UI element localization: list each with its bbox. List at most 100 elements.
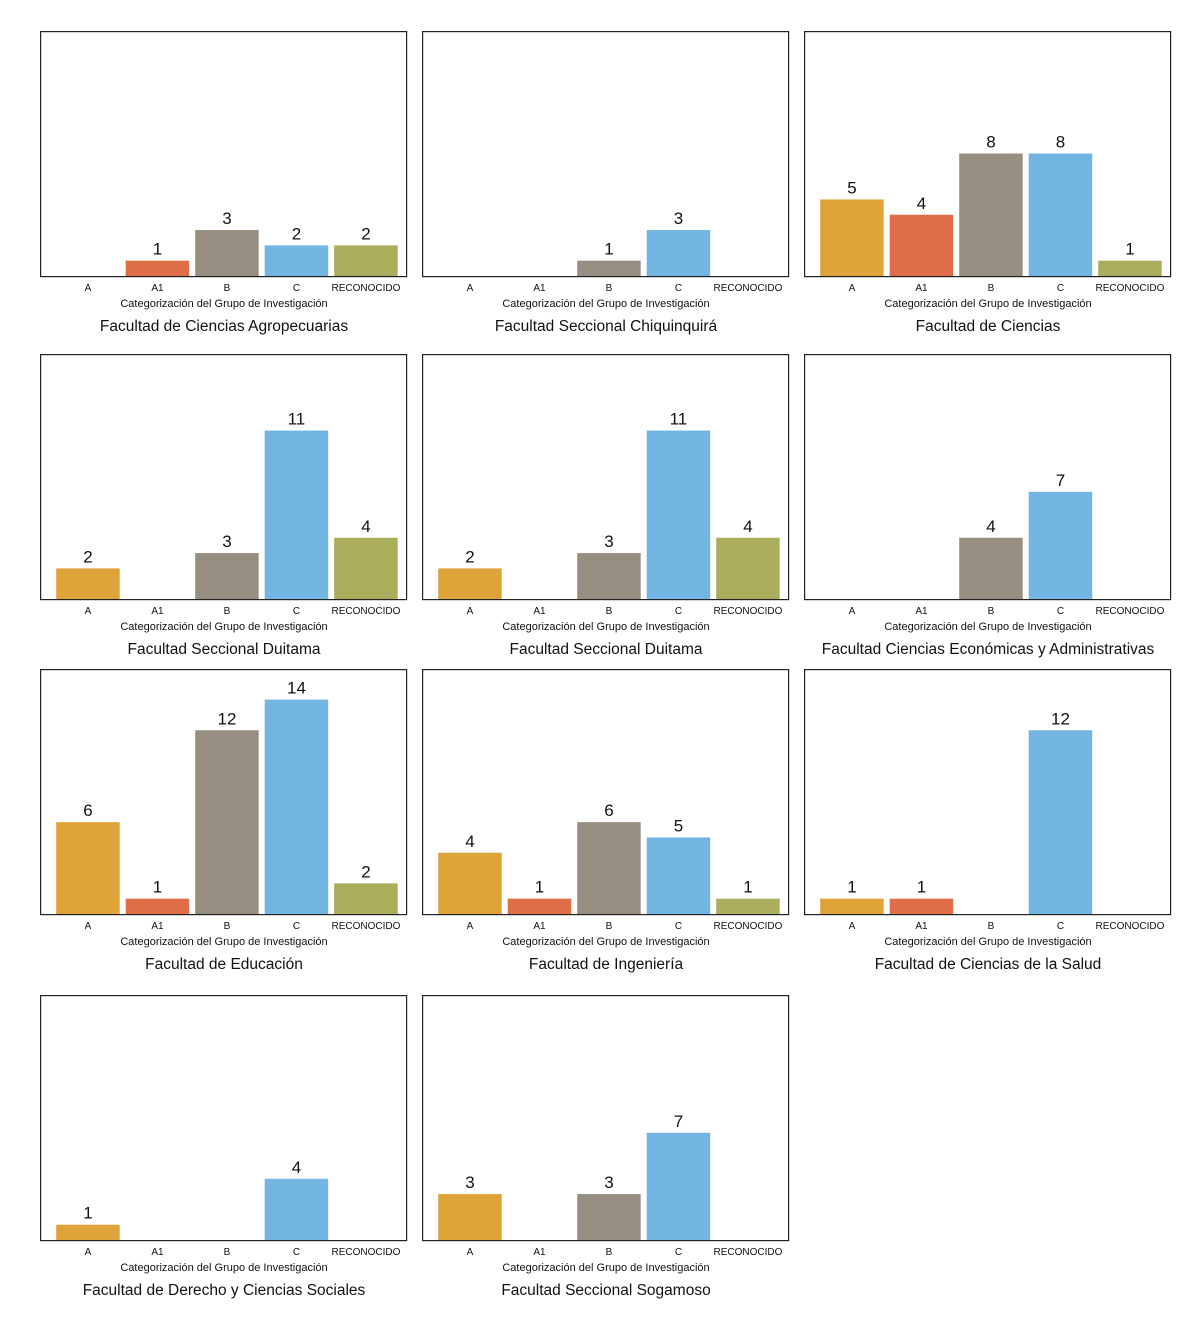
chart-title: Facultad de Derecho y Ciencias Sociales: [83, 1282, 366, 1299]
plot-frame: [804, 354, 1172, 601]
x-axis-label: Categorización del Grupo de Investigació…: [502, 936, 709, 948]
data-label: 6: [604, 801, 613, 820]
chart-panel: 2 A A1 3 B 11 C 4 RECONOCIDO Categorización del G…: [40, 354, 410, 659]
x-axis-label: Categorización del Grupo de Investigació…: [502, 621, 709, 633]
x-tick-label: A: [467, 1247, 474, 1258]
x-tick-label: C: [293, 921, 300, 932]
data-label: 1: [917, 878, 926, 897]
x-tick-label: RECONOCIDO: [713, 283, 782, 294]
x-tick-label: A1: [915, 606, 928, 617]
data-label: 3: [222, 209, 231, 228]
bar: [264, 699, 329, 914]
chart-panel: 1 A A1 B 4 C RECONOCIDO Categorización del Grup…: [40, 995, 410, 1300]
x-tick-label: A1: [533, 283, 546, 294]
data-label: 3: [604, 1173, 613, 1192]
x-tick-label: A1: [151, 1247, 164, 1258]
bar-chart: 1 A A1 B 4 C RECONOCIDO Categorización del Grup…: [40, 995, 408, 1299]
bar: [959, 153, 1023, 276]
x-tick-label: RECONOCIDO: [331, 606, 400, 617]
chart-title: Facultad Seccional Chiquinquirá: [495, 318, 718, 335]
bar: [438, 1194, 502, 1240]
x-tick-label: A1: [533, 1247, 546, 1258]
x-tick-label: A: [849, 921, 856, 932]
bar: [889, 214, 954, 276]
x-tick-label: RECONOCIDO: [713, 1247, 782, 1258]
bar: [646, 837, 711, 914]
x-tick-label: C: [293, 606, 300, 617]
bar: [1028, 153, 1093, 276]
data-label: 5: [847, 178, 856, 197]
bar: [716, 898, 780, 914]
data-label: 7: [674, 1112, 683, 1131]
chart-title: Facultad Ciencias Económicas y Administr…: [822, 641, 1155, 658]
chart-panel: 6 A 1 A1 12 B 14 C 2 RECONOCIDO Categorización del…: [40, 669, 410, 974]
x-tick-label: C: [1057, 283, 1064, 294]
data-label: 1: [83, 1204, 92, 1223]
chart-panel: A A1 4 B 7 C RECONOCIDO Categorización del Grup…: [804, 354, 1174, 659]
bar: [264, 245, 329, 276]
x-tick-label: B: [606, 1247, 613, 1258]
bar: [646, 230, 711, 276]
x-tick-label: RECONOCIDO: [1095, 921, 1164, 932]
bar-chart: 2 A A1 3 B 11 C 4 RECONOCIDO Categorización del G…: [422, 354, 790, 658]
plot-frame: [422, 995, 790, 1242]
x-axis-label: Categorización del Grupo de Investigació…: [884, 936, 1091, 948]
x-tick-label: RECONOCIDO: [713, 606, 782, 617]
x-tick-label: A: [467, 283, 474, 294]
x-tick-label: A: [467, 921, 474, 932]
x-tick-label: A: [85, 921, 92, 932]
bar: [1098, 260, 1162, 276]
chart-title: Facultad de Educación: [145, 956, 303, 973]
x-tick-label: B: [224, 606, 231, 617]
bar: [264, 1178, 329, 1240]
plot-frame: [40, 354, 408, 601]
x-tick-label: A1: [533, 606, 546, 617]
data-label: 3: [465, 1173, 474, 1192]
x-tick-label: A1: [915, 921, 928, 932]
data-label: 2: [292, 224, 301, 243]
bar: [889, 898, 954, 914]
bar: [195, 230, 259, 276]
x-tick-label: A: [849, 283, 856, 294]
x-tick-label: A1: [151, 921, 164, 932]
x-tick-label: RECONOCIDO: [331, 283, 400, 294]
x-tick-label: RECONOCIDO: [1095, 606, 1164, 617]
data-label: 3: [222, 532, 231, 551]
x-tick-label: C: [675, 1247, 682, 1258]
x-tick-label: C: [293, 283, 300, 294]
chart-panel: 4 A 1 A1 6 B 5 C 1 RECONOCIDO Categorización del G…: [422, 669, 792, 974]
bar: [195, 553, 259, 599]
x-tick-label: B: [606, 606, 613, 617]
bar: [577, 553, 641, 599]
x-tick-label: B: [988, 606, 995, 617]
data-label: 1: [153, 878, 162, 897]
x-axis-label: Categorización del Grupo de Investigació…: [884, 621, 1091, 633]
chart-title: Facultad Seccional Duitama: [128, 641, 321, 658]
x-tick-label: C: [675, 921, 682, 932]
data-label: 4: [986, 517, 995, 536]
bar: [577, 822, 641, 914]
bar: [1028, 730, 1093, 914]
bar-chart: 2 A A1 3 B 11 C 4 RECONOCIDO Categorización del G…: [40, 354, 408, 658]
x-tick-label: RECONOCIDO: [1095, 283, 1164, 294]
data-label: 2: [361, 862, 370, 881]
x-tick-label: A: [849, 606, 856, 617]
chart-title: Facultad de Ciencias de la Salud: [875, 956, 1102, 973]
x-axis-label: Categorización del Grupo de Investigació…: [120, 298, 327, 310]
x-axis-label: Categorización del Grupo de Investigació…: [502, 298, 709, 310]
x-axis-label: Categorización del Grupo de Investigació…: [120, 621, 327, 633]
bar-chart: 3 A A1 3 B 7 C RECONOCIDO Categorización del Gru…: [422, 995, 790, 1299]
x-tick-label: C: [675, 283, 682, 294]
x-tick-label: RECONOCIDO: [713, 921, 782, 932]
data-label: 1: [604, 240, 613, 259]
data-label: 2: [83, 547, 92, 566]
x-tick-label: B: [224, 1247, 231, 1258]
data-label: 11: [288, 410, 306, 429]
data-label: 3: [674, 209, 683, 228]
bar: [820, 199, 884, 276]
chart-title: Facultad de Ciencias Agropecuarias: [100, 318, 348, 335]
